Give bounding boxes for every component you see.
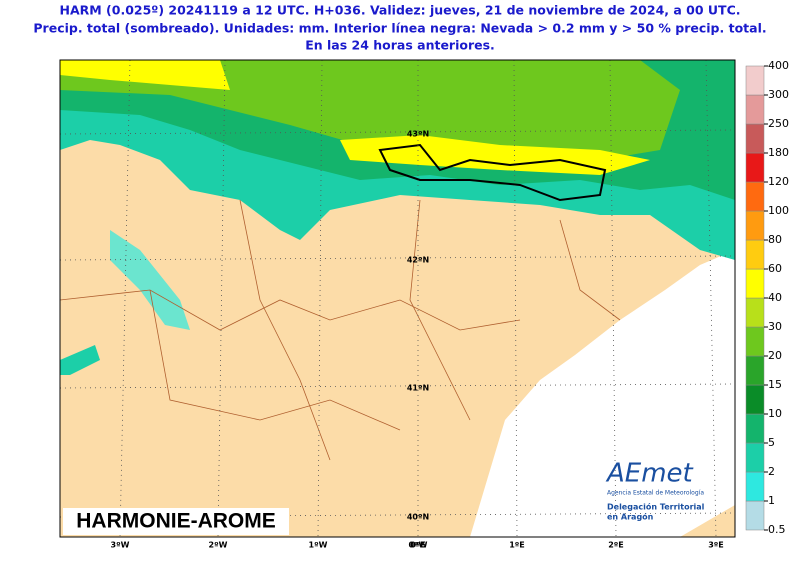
model-box: [63, 508, 289, 535]
logo-name: AEmet: [605, 459, 694, 489]
lon-label: 2ºE: [608, 541, 624, 550]
colorbar-label: 5: [768, 436, 775, 449]
colorbar-label: 60: [768, 262, 782, 275]
colorbar-bin: [745, 297, 765, 328]
model-label: HARMONIE-AROME: [76, 510, 276, 533]
lat-label: 42ºN: [407, 256, 429, 265]
title: HARM (0.025º) 20241119 a 12 UTC. H+036. …: [59, 3, 740, 18]
lon-label: 3ºW: [111, 541, 130, 550]
land: [680, 505, 735, 537]
colorbar-bin: [745, 210, 765, 241]
colorbar-label: 80: [768, 233, 782, 246]
lon-label: 2ºW: [209, 541, 228, 550]
colorbar-label: 15: [768, 378, 782, 391]
precip-area: [60, 345, 100, 375]
lon-label: 1ºW: [309, 541, 328, 550]
lon-label: 3ºE: [708, 541, 724, 550]
logo-office: en Aragón: [607, 512, 654, 522]
colorbar-bin: [745, 500, 765, 531]
colorbar-label: 30: [768, 320, 782, 333]
colorbar-label: 40: [768, 291, 782, 304]
sea: [470, 250, 735, 537]
lat-label: 40ºN: [407, 513, 429, 522]
map-frame: [59, 59, 736, 538]
snow-contour: [378, 143, 607, 202]
colorbar-bin: [745, 239, 765, 270]
borders: [60, 199, 621, 461]
colorbar-bin: [745, 471, 765, 502]
colorbar-label: 0.5: [768, 523, 786, 536]
logo-agency: Agencia Estatal de Meteorología: [607, 490, 704, 497]
colorbar-label: 20: [768, 349, 782, 362]
colorbar-label: 2: [768, 465, 775, 478]
colorbar-bin: [745, 355, 765, 386]
precip-area: [110, 230, 190, 330]
colorbar-label: 120: [768, 175, 789, 188]
colorbar-label: 180: [768, 146, 789, 159]
colorbar-bin: [745, 152, 765, 183]
lon-label: 0ºW: [409, 541, 428, 550]
colorbar-bin: [745, 181, 765, 212]
colorbar-label: 300: [768, 88, 789, 101]
colorbar-label: 1: [768, 494, 775, 507]
colorbar-label: 400: [768, 59, 789, 72]
subtitle: En las 24 horas anteriores.: [305, 38, 495, 53]
colorbar-bin: [745, 384, 765, 415]
lat-label: 41ºN: [407, 384, 429, 393]
subtitle: Precip. total (sombreado). Unidades: mm.…: [33, 21, 766, 36]
colorbar: 0.5 1 2 5 10 15 20 30 40 60 80 100 120 180 250 300 400: [745, 59, 789, 536]
colorbar-bin: [745, 123, 765, 154]
lon-label: 0ºE: [410, 541, 426, 550]
lon-label: 1ºE: [509, 541, 525, 550]
colorbar-label: 10: [768, 407, 782, 420]
logo-office: Delegación Territorial: [607, 502, 705, 512]
colorbar-bin: [745, 442, 765, 473]
colorbar-label: 100: [768, 204, 789, 217]
colorbar-bin: [745, 65, 765, 96]
colorbar-bin: [745, 94, 765, 125]
map: [60, 60, 735, 537]
precip-area: [60, 60, 230, 90]
colorbar-bin: [745, 268, 765, 299]
colorbar-bin: [745, 413, 765, 444]
lat-label: 43ºN: [407, 130, 429, 139]
colorbar-label: 250: [768, 117, 789, 130]
colorbar-bin: [745, 326, 765, 357]
